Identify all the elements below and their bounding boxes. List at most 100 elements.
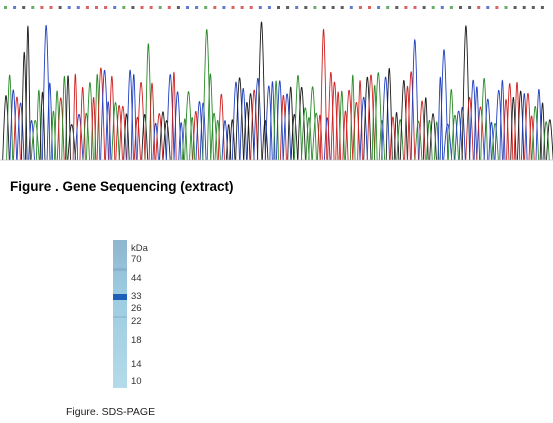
trace-peak xyxy=(182,118,188,161)
trace-peak xyxy=(410,39,419,161)
trace-peak xyxy=(2,95,10,161)
base-call-glyph xyxy=(422,6,426,9)
marker-label-33: 33 xyxy=(131,291,142,302)
trace-peak xyxy=(35,89,42,161)
trace-peak xyxy=(373,72,383,161)
trace-peak xyxy=(317,114,323,161)
gel-faint-band xyxy=(113,268,127,271)
base-call-letters xyxy=(4,6,544,9)
base-call-glyph xyxy=(222,6,226,9)
base-call-glyph xyxy=(213,6,217,9)
trace-peak xyxy=(269,81,276,161)
gel-main-band xyxy=(113,294,127,300)
sds-page-figure-caption: Figure. SDS-PAGE xyxy=(66,406,156,418)
trace-peak xyxy=(28,120,35,161)
base-call-glyph xyxy=(158,6,162,9)
trace-peak xyxy=(342,110,349,161)
trace-peak xyxy=(480,78,488,161)
trace-peak xyxy=(41,25,51,161)
gel-lane-background xyxy=(113,240,127,388)
trace-peak xyxy=(206,73,214,161)
base-call-glyph xyxy=(449,6,453,9)
trace-peak xyxy=(261,120,269,161)
base-call-glyph xyxy=(4,6,7,9)
trace-peak xyxy=(499,79,506,161)
trace-peak xyxy=(371,84,378,161)
trace-peak xyxy=(422,97,429,161)
trace-peak xyxy=(13,96,21,161)
base-call-glyph xyxy=(249,6,253,9)
base-call-glyph xyxy=(140,6,144,9)
base-call-glyph xyxy=(258,6,262,9)
base-call-glyph xyxy=(286,6,290,9)
trace-peak xyxy=(327,72,335,161)
trace-peak xyxy=(90,97,97,161)
base-call-glyph xyxy=(76,6,80,9)
base-call-glyph xyxy=(313,6,317,9)
trace-peak xyxy=(350,74,356,161)
trace-peak xyxy=(130,74,137,161)
trace-peak xyxy=(378,120,386,161)
base-call-glyph xyxy=(104,6,108,9)
trace-peak xyxy=(67,124,76,161)
trace-peak xyxy=(96,67,106,161)
trace-peak xyxy=(30,120,40,161)
base-call-glyph xyxy=(31,6,35,9)
chromatogram-traces xyxy=(0,21,553,161)
trace-peak xyxy=(546,119,553,161)
base-call-glyph xyxy=(231,6,235,9)
trace-peak xyxy=(225,124,232,161)
trace-peak xyxy=(221,120,229,161)
base-call-glyph xyxy=(395,6,399,9)
base-call-glyph xyxy=(513,6,517,9)
trace-peak xyxy=(414,120,423,161)
base-call-glyph xyxy=(67,6,71,9)
base-call-glyph xyxy=(540,6,544,9)
base-call-glyph xyxy=(413,6,417,9)
trace-peak xyxy=(16,102,25,161)
base-call-glyph xyxy=(40,6,44,9)
base-call-glyph xyxy=(349,6,353,9)
trace-peak xyxy=(152,123,159,161)
trace-peak xyxy=(123,113,130,161)
base-call-glyph xyxy=(459,6,462,9)
trace-peak xyxy=(82,113,90,161)
base-call-glyph xyxy=(368,6,371,9)
trace-peak xyxy=(399,80,408,161)
base-call-glyph xyxy=(358,6,362,9)
base-call-glyph xyxy=(340,6,344,9)
trace-peak xyxy=(381,76,390,161)
trace-peak xyxy=(173,91,182,161)
base-call-glyph xyxy=(468,6,472,9)
trace-peak xyxy=(359,96,368,161)
marker-label-18: 18 xyxy=(131,335,142,346)
trace-peak xyxy=(144,43,153,161)
base-call-glyph xyxy=(404,6,408,9)
sequencing-figure-caption: Figure . Gene Sequencing (extract) xyxy=(10,179,234,194)
trace-peak xyxy=(74,114,84,161)
trace-peak xyxy=(162,120,171,161)
base-call-glyph xyxy=(504,6,508,9)
sequencing-chromatogram xyxy=(0,6,553,161)
trace-peak xyxy=(217,93,225,161)
trace-peak xyxy=(437,76,444,161)
base-call-glyph xyxy=(486,6,490,9)
trace-peak xyxy=(439,49,449,161)
trace-peak xyxy=(39,91,46,161)
base-call-glyph xyxy=(386,6,390,9)
marker-label-10: 10 xyxy=(131,376,142,387)
trace-peak xyxy=(192,111,200,161)
trace-peak xyxy=(79,87,86,161)
trace-peak xyxy=(404,86,411,161)
trace-peak xyxy=(243,102,251,161)
base-call-glyph xyxy=(477,6,481,9)
base-call-glyph xyxy=(240,6,244,9)
base-call-glyph xyxy=(531,6,535,9)
trace-peak xyxy=(319,28,328,161)
trace-peak xyxy=(111,102,120,161)
trace-peak xyxy=(531,106,540,161)
base-call-glyph xyxy=(58,6,62,9)
trace-peak xyxy=(235,77,244,161)
base-call-glyph xyxy=(277,6,280,9)
trace-peak xyxy=(407,71,416,161)
